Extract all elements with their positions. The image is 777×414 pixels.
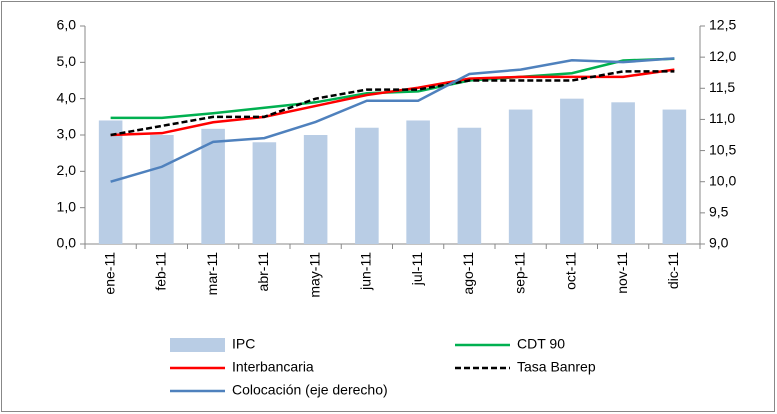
y-tick-label: 4,0 [57,89,77,105]
x-tick-label: jun-11 [358,252,374,291]
y-tick-label: 5,0 [57,53,77,69]
x-tick-label: nov-11 [614,252,630,294]
x-tick-label: jul-11 [409,252,425,286]
x-tick-label: sep-11 [511,252,527,294]
x-tick-label: ene-11 [101,252,117,295]
line-series [110,70,675,137]
bar [303,135,328,244]
legend-swatch [170,338,225,352]
x-tick-label: ago-11 [460,252,476,295]
y-tick-label: 6,0 [57,17,77,33]
x-tick-label: feb-11 [153,252,169,291]
bar [355,127,379,244]
bar [560,98,584,245]
bar [662,109,687,244]
bar [150,135,174,244]
y-tick-label: 2,0 [57,162,77,178]
y2-tick-label: 10,0 [709,172,736,188]
legend-label: CDT 90 [517,336,565,352]
legend-label: Tasa Banrep [517,359,596,375]
y-tick-label: 0,0 [57,235,77,251]
y2-tick-label: 10,5 [709,141,736,157]
y-tick-label: 3,0 [57,126,77,142]
bar [406,120,430,244]
x-tick-label: may-11 [306,252,322,298]
bar [98,120,123,244]
y2-tick-label: 9,0 [709,235,729,251]
bar [457,127,482,244]
x-tick-label: oct-11 [563,252,579,290]
y2-tick-label: 9,5 [709,204,729,220]
y-tick-label: 1,0 [57,198,77,214]
bar [611,102,635,244]
y2-tick-label: 11,5 [709,79,735,95]
x-tick-label: dic-11 [665,252,681,289]
bar [201,128,225,244]
y2-tick-label: 12,5 [709,17,736,33]
bar [508,109,533,244]
legend-label: IPC [232,336,255,352]
bar [252,142,277,244]
line-series [110,57,675,183]
y2-tick-label: 11,0 [709,110,735,126]
line-series [110,68,675,137]
y2-tick-label: 12,0 [709,48,736,64]
x-tick-label: mar-11 [204,252,220,296]
legend-label: Interbancaria [232,359,314,375]
legend-label: Colocación (eje derecho) [232,382,388,398]
x-tick-label: abr-11 [255,252,271,292]
